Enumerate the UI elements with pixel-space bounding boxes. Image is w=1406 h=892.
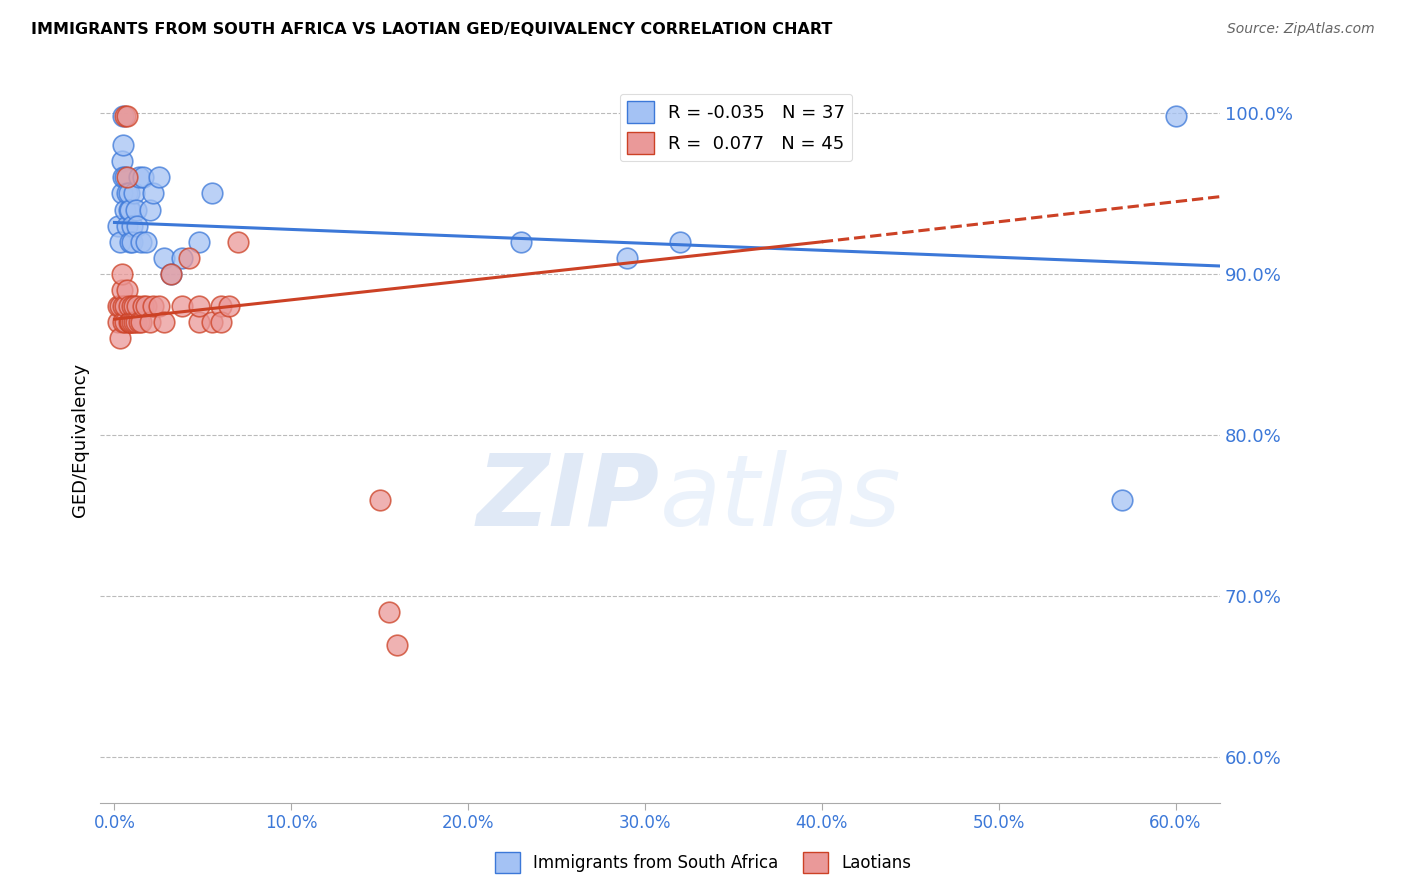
Point xyxy=(107,219,129,233)
Point xyxy=(112,138,135,153)
Point xyxy=(117,186,139,201)
Point xyxy=(188,299,211,313)
Point xyxy=(132,170,155,185)
Point xyxy=(218,299,240,313)
Point xyxy=(170,299,193,313)
Point xyxy=(387,638,409,652)
Point xyxy=(114,170,136,185)
Point xyxy=(128,170,150,185)
Point xyxy=(127,299,149,313)
Point xyxy=(160,267,183,281)
Point xyxy=(107,299,129,313)
Point xyxy=(209,299,232,313)
Point xyxy=(110,186,132,201)
Point xyxy=(114,202,136,217)
Point xyxy=(125,315,148,329)
Point xyxy=(142,299,165,313)
Point xyxy=(121,315,143,329)
Point xyxy=(120,315,142,329)
Point xyxy=(110,267,132,281)
Point xyxy=(120,235,142,249)
Point xyxy=(115,109,138,123)
Point xyxy=(114,109,136,123)
Point xyxy=(148,170,170,185)
Point xyxy=(135,299,157,313)
Legend: Immigrants from South Africa, Laotians: Immigrants from South Africa, Laotians xyxy=(488,846,918,880)
Text: Source: ZipAtlas.com: Source: ZipAtlas.com xyxy=(1227,22,1375,37)
Point xyxy=(108,331,131,345)
Point xyxy=(142,186,165,201)
Point xyxy=(139,202,162,217)
Point xyxy=(616,251,638,265)
Text: ZIP: ZIP xyxy=(477,450,659,547)
Point xyxy=(121,219,143,233)
Point xyxy=(1164,109,1187,123)
Point xyxy=(226,235,249,249)
Point xyxy=(108,235,131,249)
Point xyxy=(115,219,138,233)
Point xyxy=(377,606,399,620)
Point xyxy=(107,315,129,329)
Point xyxy=(510,235,533,249)
Point xyxy=(669,235,692,249)
Point xyxy=(139,315,162,329)
Point xyxy=(148,299,170,313)
Point xyxy=(153,251,176,265)
Point xyxy=(117,299,139,313)
Point xyxy=(110,283,132,297)
Point xyxy=(160,267,183,281)
Point xyxy=(114,315,136,329)
Point xyxy=(201,186,224,201)
Point xyxy=(114,299,136,313)
Point xyxy=(112,299,135,313)
Point xyxy=(125,202,148,217)
Point xyxy=(115,283,138,297)
Point xyxy=(177,251,200,265)
Point xyxy=(170,251,193,265)
Point xyxy=(132,299,155,313)
Point xyxy=(115,186,138,201)
Text: atlas: atlas xyxy=(659,450,901,547)
Point xyxy=(129,235,152,249)
Point xyxy=(135,235,157,249)
Point xyxy=(153,315,176,329)
Point xyxy=(188,235,211,249)
Point xyxy=(112,109,135,123)
Text: IMMIGRANTS FROM SOUTH AFRICA VS LAOTIAN GED/EQUIVALENCY CORRELATION CHART: IMMIGRANTS FROM SOUTH AFRICA VS LAOTIAN … xyxy=(31,22,832,37)
Point xyxy=(117,315,139,329)
Point xyxy=(120,202,142,217)
Point xyxy=(122,186,145,201)
Point xyxy=(112,315,135,329)
Point xyxy=(110,154,132,169)
Point xyxy=(122,299,145,313)
Legend: R = -0.035   N = 37, R =  0.077   N = 45: R = -0.035 N = 37, R = 0.077 N = 45 xyxy=(620,94,852,161)
Point xyxy=(129,315,152,329)
Point xyxy=(368,492,391,507)
Point xyxy=(108,299,131,313)
Point xyxy=(209,315,232,329)
Point xyxy=(120,315,142,329)
Point xyxy=(121,299,143,313)
Point xyxy=(112,170,135,185)
Point xyxy=(121,235,143,249)
Point xyxy=(127,219,149,233)
Point xyxy=(117,202,139,217)
Point xyxy=(188,315,211,329)
Point xyxy=(128,315,150,329)
Point xyxy=(115,170,138,185)
Y-axis label: GED/Equivalency: GED/Equivalency xyxy=(72,363,89,517)
Point xyxy=(201,315,224,329)
Point xyxy=(122,315,145,329)
Point xyxy=(1111,492,1133,507)
